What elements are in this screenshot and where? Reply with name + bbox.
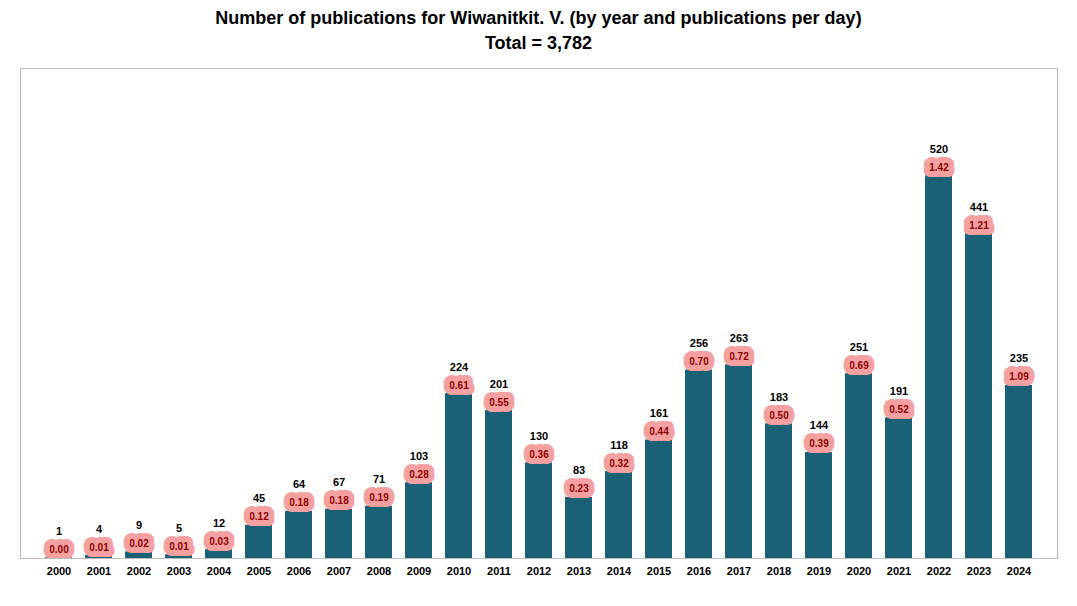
svg-text:2010: 2010: [447, 565, 471, 577]
svg-text:161: 161: [650, 407, 668, 419]
svg-text:224: 224: [450, 361, 469, 373]
svg-text:2013: 2013: [567, 565, 591, 577]
svg-text:2008: 2008: [367, 565, 391, 577]
svg-text:71: 71: [373, 473, 385, 485]
svg-text:2000: 2000: [47, 565, 71, 577]
svg-text:0.12: 0.12: [249, 511, 269, 522]
svg-text:1.09: 1.09: [1009, 371, 1029, 382]
svg-text:2016: 2016: [687, 565, 711, 577]
svg-text:251: 251: [850, 341, 868, 353]
svg-text:2017: 2017: [727, 565, 751, 577]
svg-text:0.23: 0.23: [569, 483, 589, 494]
svg-text:2011: 2011: [487, 565, 511, 577]
svg-text:1.21: 1.21: [969, 220, 989, 231]
svg-text:183: 183: [770, 391, 788, 403]
svg-text:0.00: 0.00: [49, 544, 69, 555]
svg-text:0.01: 0.01: [89, 542, 109, 553]
svg-text:2019: 2019: [807, 565, 831, 577]
svg-text:0.02: 0.02: [129, 538, 149, 549]
svg-text:4: 4: [96, 523, 103, 535]
svg-text:2002: 2002: [127, 565, 151, 577]
svg-text:2005: 2005: [247, 565, 271, 577]
svg-text:2018: 2018: [767, 565, 791, 577]
svg-text:0.55: 0.55: [489, 397, 509, 408]
svg-text:0.39: 0.39: [809, 438, 829, 449]
svg-text:0.19: 0.19: [369, 492, 389, 503]
svg-text:1.42: 1.42: [929, 162, 949, 173]
svg-text:2015: 2015: [647, 565, 671, 577]
svg-text:2003: 2003: [167, 565, 191, 577]
svg-text:118: 118: [610, 439, 628, 451]
svg-text:2022: 2022: [927, 565, 951, 577]
svg-text:12: 12: [213, 517, 225, 529]
svg-text:0.70: 0.70: [689, 356, 709, 367]
svg-text:0.52: 0.52: [889, 404, 909, 415]
svg-text:64: 64: [293, 478, 306, 490]
svg-text:191: 191: [890, 385, 908, 397]
html-text:Total = 3,782: Total = 3,782: [484, 33, 593, 53]
html-text:Number of publications for Wiw: Number of publications for Wiwanitkit. V…: [215, 8, 862, 28]
svg-text:0.50: 0.50: [769, 410, 789, 421]
svg-text:2001: 2001: [87, 565, 111, 577]
svg-text:2006: 2006: [287, 565, 311, 577]
svg-text:144: 144: [810, 419, 829, 431]
svg-text:0.61: 0.61: [449, 380, 469, 391]
svg-text:256: 256: [690, 337, 708, 349]
svg-text:0.72: 0.72: [729, 351, 749, 362]
svg-text:0.03: 0.03: [209, 536, 229, 547]
svg-text:0.18: 0.18: [329, 495, 349, 506]
svg-text:83: 83: [573, 464, 585, 476]
svg-text:520: 520: [930, 143, 948, 155]
svg-text:2004: 2004: [207, 565, 232, 577]
svg-text:235: 235: [1010, 352, 1028, 364]
svg-text:130: 130: [530, 430, 548, 442]
svg-text:67: 67: [333, 476, 345, 488]
svg-text:2012: 2012: [527, 565, 551, 577]
svg-text:0.18: 0.18: [289, 497, 309, 508]
svg-text:1: 1: [56, 525, 62, 537]
svg-text:2009: 2009: [407, 565, 431, 577]
svg-text:0.69: 0.69: [849, 360, 869, 371]
svg-text:0.44: 0.44: [649, 426, 669, 437]
svg-text:263: 263: [730, 332, 748, 344]
svg-text:0.36: 0.36: [529, 449, 549, 460]
svg-text:201: 201: [490, 378, 508, 390]
svg-text:0.01: 0.01: [169, 541, 189, 552]
svg-text:2024: 2024: [1007, 565, 1032, 577]
svg-text:9: 9: [136, 519, 142, 531]
svg-text:0.28: 0.28: [409, 469, 429, 480]
svg-text:2021: 2021: [887, 565, 911, 577]
svg-text:103: 103: [410, 450, 428, 462]
svg-text:2007: 2007: [327, 565, 351, 577]
svg-text:5: 5: [176, 522, 182, 534]
svg-text:2023: 2023: [967, 565, 991, 577]
svg-text:441: 441: [970, 201, 988, 213]
svg-text:2020: 2020: [847, 565, 871, 577]
svg-text:0.32: 0.32: [609, 458, 629, 469]
svg-text:2014: 2014: [607, 565, 632, 577]
svg-text:45: 45: [253, 492, 265, 504]
